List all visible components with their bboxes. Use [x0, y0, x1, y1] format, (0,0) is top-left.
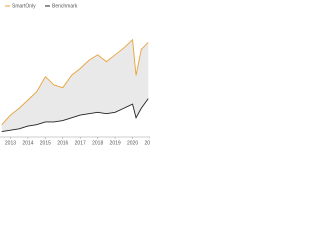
- chart: 2013 2014 2015 2016 2017 2018 2019 2020 2021 Smar…: [0, 3, 150, 146]
- series-line: [1, 38, 149, 125]
- x-tick-label: 2021: [144, 140, 150, 146]
- x-tick-label: 2013: [5, 140, 16, 146]
- gap-fill: [1, 39, 149, 132]
- page: {"chart_data": {"type": "line", "xlim": …: [0, 0, 150, 150]
- x-tick-label: 2016: [57, 140, 68, 146]
- legend-label: SmartOnly: [12, 3, 36, 9]
- legend-label: Benchmark: [52, 3, 78, 9]
- x-tick-label: 2014: [22, 140, 33, 146]
- x-tick-label: 2019: [110, 140, 121, 146]
- x-tick-label: 2018: [92, 140, 103, 146]
- x-tick-label: 2015: [40, 140, 51, 146]
- x-tick-label: 2020: [127, 140, 138, 146]
- x-tick-label: 2017: [75, 140, 86, 146]
- series-line: [1, 98, 149, 132]
